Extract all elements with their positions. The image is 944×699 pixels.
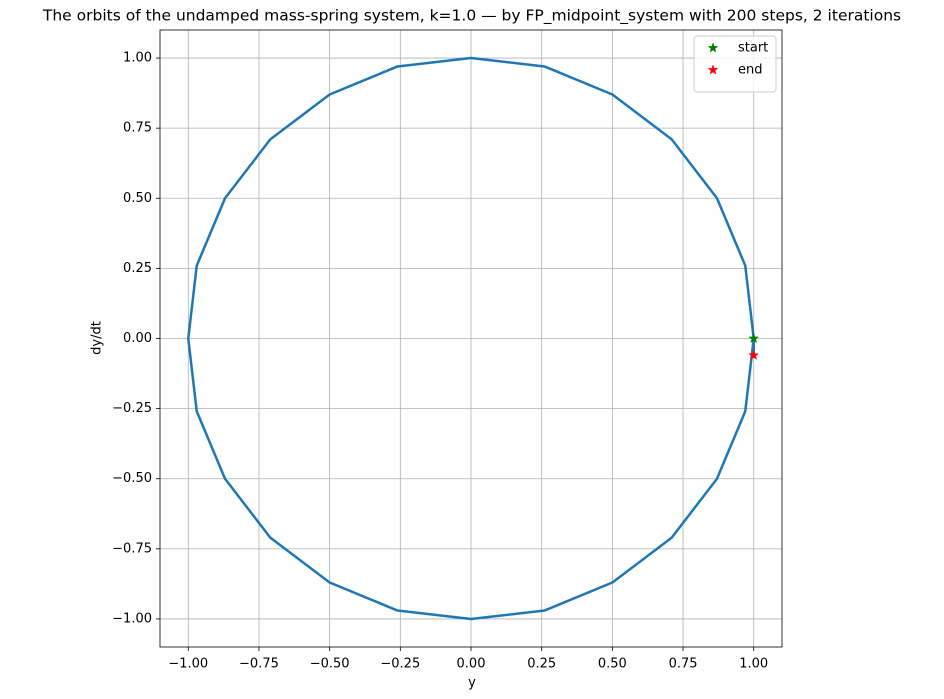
legend-marker [707,64,719,75]
x-tick-label: 0.75 [669,657,698,672]
legend-marker [707,42,719,53]
x-tick-label: 0.25 [527,657,556,672]
y-axis-label: dy/dt [90,321,105,355]
x-tick-label: −0.25 [380,657,420,672]
y-tick-label: 0.50 [123,191,152,206]
x-tick-label: 0.00 [457,657,486,672]
legend-label: start [738,41,768,56]
y-tick-label: 1.00 [123,51,152,66]
star-marker [748,332,760,344]
y-tick-label: 0.00 [123,331,152,346]
axes-frame [159,29,783,648]
y-tick-label: −0.50 [112,471,152,486]
y-tick-label: −0.75 [112,541,152,556]
x-axis-label: y [468,676,476,691]
orbit-line [187,56,755,621]
legend-label: end [738,63,763,78]
x-tick-label: −0.50 [310,657,350,672]
y-tick-label: −0.25 [112,401,152,416]
y-tick-label: −1.00 [112,611,152,626]
x-tick-label: −0.75 [239,657,279,672]
chart-title: The orbits of the undamped mass-spring s… [42,7,901,26]
x-tick-label: −1.00 [168,657,208,672]
star-marker [748,349,760,360]
y-tick-label: 0.25 [123,261,152,276]
x-tick-label: 1.00 [739,657,768,672]
x-tick-label: 0.50 [598,657,627,672]
y-tick-label: 0.75 [123,121,152,136]
